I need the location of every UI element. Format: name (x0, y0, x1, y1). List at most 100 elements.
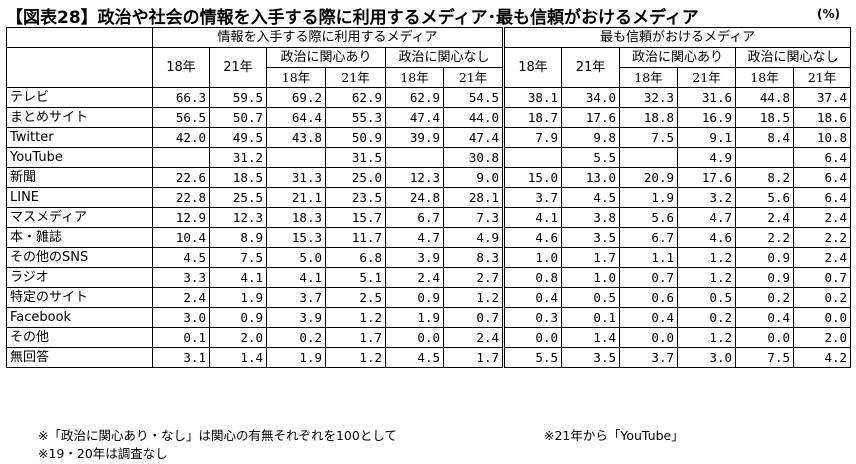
value-cell-use: 4.5 (385, 347, 444, 368)
sub-header-use-not-interested-21: 21年 (443, 67, 504, 88)
value-cell-trust: 9.8 (561, 127, 620, 148)
value-cell-use: 42.0 (152, 127, 210, 148)
col-header-use-not-interested: 政治に関心なし (385, 47, 504, 68)
value-cell-use: 3.0 (152, 307, 210, 328)
value-cell-use (385, 147, 444, 168)
value-cell-use: 4.1 (266, 267, 326, 288)
value-cell-use: 50.9 (325, 127, 386, 148)
value-cell-trust: 0.9 (735, 267, 794, 288)
corner-cell (6, 27, 153, 48)
col-header-use-interested: 政治に関心あり (266, 47, 386, 68)
value-cell-use: 23.5 (325, 187, 386, 208)
value-cell-use: 59.5 (209, 87, 267, 108)
value-cell-use (152, 147, 210, 168)
table-row: ラジオ 3.3 4.1 4.1 5.1 2.4 2.7 0.8 1.0 0.7 1.2 0.9 0.7 (6, 267, 852, 288)
value-cell-trust: 1.2 (677, 267, 736, 288)
row-label: テレビ (6, 87, 153, 108)
table-row: LINE 22.8 25.5 21.1 23.5 24.8 28.1 3.7 4.5 1.9 3.2… (6, 187, 852, 208)
value-cell-trust: 0.2 (735, 287, 794, 308)
value-cell-trust: 0.4 (502, 287, 562, 308)
value-cell-use: 4.1 (209, 267, 267, 288)
value-cell-trust: 31.6 (677, 87, 736, 108)
row-label: ラジオ (6, 267, 153, 288)
col-header-use-21: 21年 (209, 47, 267, 88)
value-cell-use: 0.0 (385, 327, 444, 348)
value-cell-trust: 1.0 (502, 247, 562, 268)
value-cell-trust: 17.6 (677, 167, 736, 188)
value-cell-trust: 3.8 (561, 207, 620, 228)
value-cell-trust: 20.9 (619, 167, 678, 188)
row-label: その他 (6, 327, 153, 348)
value-cell-use: 12.3 (385, 167, 444, 188)
value-cell-use: 5.1 (325, 267, 386, 288)
value-cell-trust: 4.1 (502, 207, 562, 228)
value-cell-use: 31.3 (266, 167, 326, 188)
value-cell-trust: 0.5 (677, 287, 736, 308)
sub-header-use-not-interested-18: 18年 (385, 67, 444, 88)
value-cell-trust: 0.9 (735, 247, 794, 268)
sub-header-use-interested-18: 18年 (266, 67, 326, 88)
value-cell-trust: 18.7 (502, 107, 562, 128)
row-label: 本・雑誌 (6, 227, 153, 248)
value-cell-use: 4.5 (152, 247, 210, 268)
value-cell-use: 6.7 (385, 207, 444, 228)
value-cell-use: 64.4 (266, 107, 326, 128)
value-cell-trust: 18.8 (619, 107, 678, 128)
value-cell-trust: 6.4 (792, 187, 852, 208)
value-cell-trust (502, 147, 562, 168)
unit-label: (%) (817, 7, 840, 21)
value-cell-trust: 0.3 (502, 307, 562, 328)
row-label: その他のSNS (6, 247, 153, 268)
value-cell-trust: 0.0 (619, 327, 678, 348)
table-body: テレビ 66.3 59.5 69.2 62.9 62.9 54.5 38.1 34.0 32.3 3… (6, 87, 852, 368)
value-cell-trust: 1.4 (561, 327, 620, 348)
value-cell-use: 43.8 (266, 127, 326, 148)
table-row: 特定のサイト 2.4 1.9 3.7 2.5 0.9 1.2 0.4 0.5 0.6 0.5 0.2 0… (6, 287, 852, 308)
value-cell-use: 4.7 (385, 227, 444, 248)
value-cell-use: 2.0 (209, 327, 267, 348)
value-cell-trust: 32.3 (619, 87, 678, 108)
value-cell-use: 25.0 (325, 167, 386, 188)
value-cell-use: 24.8 (385, 187, 444, 208)
table-row: その他 0.1 2.0 0.2 1.7 0.0 2.4 0.0 1.4 0.0 1.2 0.0 2.0 (6, 327, 852, 348)
value-cell-trust: 34.0 (561, 87, 620, 108)
value-cell-use: 50.7 (209, 107, 267, 128)
value-cell-trust: 4.2 (792, 347, 852, 368)
value-cell-trust: 0.2 (677, 307, 736, 328)
row-label: まとめサイト (6, 107, 153, 128)
value-cell-trust: 16.9 (677, 107, 736, 128)
note-youtube: ※21年から「YouTube」 (544, 428, 684, 443)
value-cell-use: 22.6 (152, 167, 210, 188)
value-cell-use: 47.4 (385, 107, 444, 128)
sub-header-use-interested-21: 21年 (325, 67, 386, 88)
value-cell-use: 1.2 (325, 347, 386, 368)
value-cell-trust: 0.4 (735, 307, 794, 328)
group-header-use: 情報を入手する際に利用するメディア (152, 27, 504, 48)
value-cell-trust: 6.4 (792, 167, 852, 188)
value-cell-use: 56.5 (152, 107, 210, 128)
table-row: まとめサイト 56.5 50.7 64.4 55.3 47.4 44.0 18.7 17.6 18… (6, 107, 852, 128)
row-label: LINE (6, 187, 153, 208)
value-cell-use: 5.0 (266, 247, 326, 268)
value-cell-use: 69.2 (266, 87, 326, 108)
value-cell-use: 3.1 (152, 347, 210, 368)
value-cell-use: 3.3 (152, 267, 210, 288)
value-cell-trust: 4.6 (677, 227, 736, 248)
value-cell-use: 1.7 (325, 327, 386, 348)
value-cell-use: 25.5 (209, 187, 267, 208)
sub-header-trust-interested-21: 21年 (677, 67, 736, 88)
value-cell-trust: 6.4 (792, 147, 852, 168)
value-cell-use: 66.3 (152, 87, 210, 108)
value-cell-trust: 1.9 (619, 187, 678, 208)
value-cell-use: 15.3 (266, 227, 326, 248)
value-cell-use: 1.2 (325, 307, 386, 328)
value-cell-use: 7.3 (443, 207, 504, 228)
value-cell-trust: 3.2 (677, 187, 736, 208)
title-text: 【図表28】政治や社会の情報を入手する際に利用するメディア･最も信頼がおけるメデ… (6, 8, 699, 28)
table-row: 本・雑誌 10.4 8.9 15.3 11.7 4.7 4.9 4.6 3.5 6.7 4.6 2.2… (6, 227, 852, 248)
value-cell-use: 1.9 (209, 287, 267, 308)
value-cell-use: 4.9 (443, 227, 504, 248)
value-cell-trust: 0.7 (619, 267, 678, 288)
value-cell-trust: 2.4 (735, 207, 794, 228)
value-cell-use: 9.0 (443, 167, 504, 188)
